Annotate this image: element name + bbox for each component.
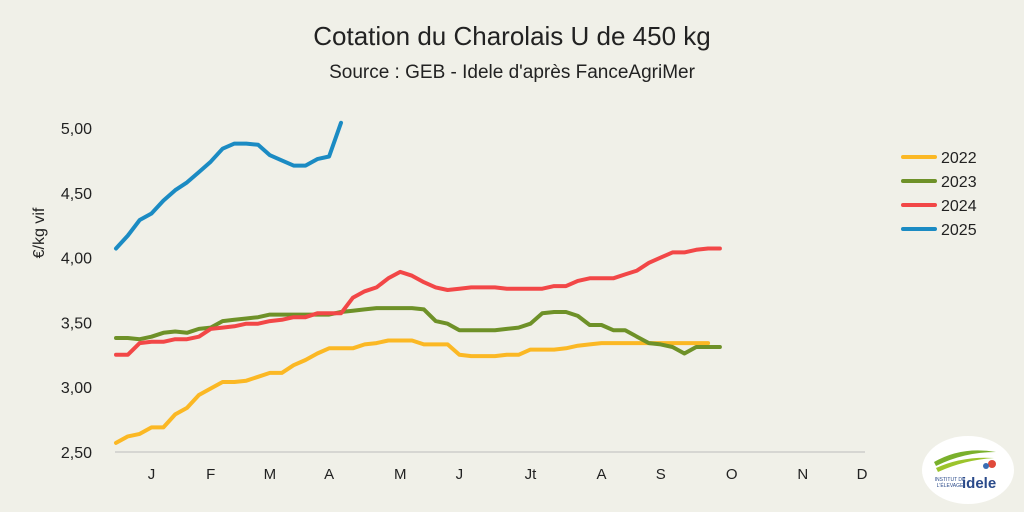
- legend: 2022 2023 2024 2025: [901, 150, 977, 239]
- series-lines: [114, 120, 722, 445]
- y-tick-label: 2,50: [61, 445, 92, 462]
- series-line-2025: [114, 120, 343, 251]
- x-axis-ticks: J F M A M J Jt A S O N D: [148, 466, 868, 483]
- logo-brand: idele: [962, 475, 996, 492]
- legend-label-2024: 2024: [941, 198, 977, 215]
- logo-line2: L'ÉLEVAGE: [937, 482, 964, 489]
- y-tick-label: 3,50: [61, 315, 92, 332]
- y-tick-label: 4,50: [61, 186, 92, 203]
- y-tick-label: 4,00: [61, 251, 92, 268]
- series-line-2023: [114, 306, 722, 356]
- logo-dot-red-icon: [988, 460, 996, 468]
- x-tick-label: F: [206, 466, 215, 483]
- logo-line1: INSTITUT DE: [935, 477, 966, 483]
- logo-swoosh-green-icon: [934, 450, 996, 466]
- logo-swoosh-light-icon: [936, 457, 994, 472]
- x-tick-label: O: [726, 466, 738, 483]
- x-tick-label: Jt: [525, 466, 538, 483]
- legend-label-2022: 2022: [941, 150, 977, 167]
- logo-dot-blue-icon: [983, 463, 989, 469]
- chart-subtitle: Source : GEB - Idele d'après FanceAgriMe…: [329, 62, 696, 83]
- x-tick-label: M: [264, 466, 277, 483]
- idele-logo: INSTITUT DE L'ÉLEVAGE idele: [922, 436, 1014, 504]
- x-tick-label: S: [656, 466, 666, 483]
- x-tick-label: A: [324, 466, 334, 483]
- legend-label-2025: 2025: [941, 222, 977, 239]
- y-tick-label: 5,00: [61, 121, 92, 138]
- x-tick-label: J: [148, 466, 156, 483]
- x-tick-label: J: [456, 466, 464, 483]
- x-tick-label: N: [797, 466, 808, 483]
- y-axis-ticks: 2,50 3,00 3,50 4,00 4,50 5,00: [61, 121, 92, 462]
- x-tick-label: M: [394, 466, 407, 483]
- y-tick-label: 3,00: [61, 380, 92, 397]
- x-tick-label: A: [596, 466, 606, 483]
- series-line-2024: [114, 246, 722, 357]
- chart-title: Cotation du Charolais U de 450 kg: [313, 21, 710, 51]
- legend-label-2023: 2023: [941, 174, 977, 191]
- series-line-2022: [114, 338, 711, 445]
- y-axis-label: €/kg vif: [31, 207, 48, 258]
- x-tick-label: D: [857, 466, 868, 483]
